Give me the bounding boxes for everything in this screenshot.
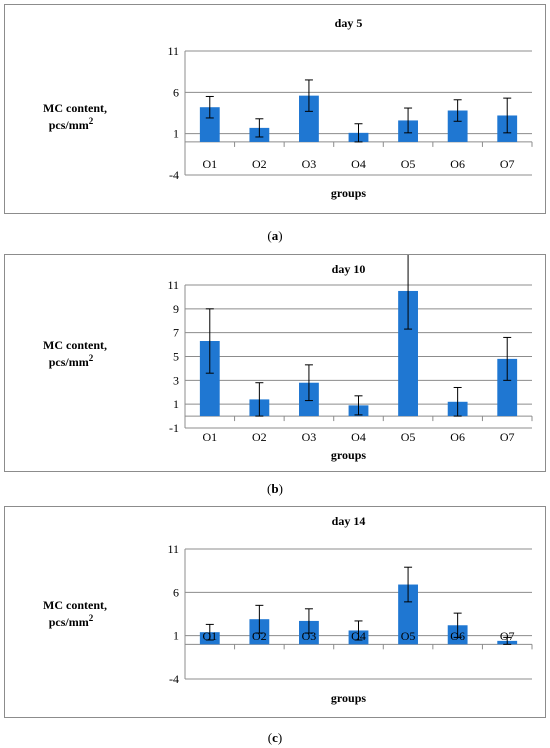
- error-bar-o5: [404, 566, 413, 603]
- y-axis-label-line2: pcs/mm2: [49, 353, 94, 369]
- category-label: O3: [302, 629, 317, 643]
- category-label: O6: [450, 157, 465, 171]
- chart-b: day 10 MC content,pcs/mm2 -1 1 3 5 7 9 11 O1 O2 O3 O…: [43, 252, 533, 462]
- error-bar-o4: [354, 620, 363, 641]
- y-tick-label: 11: [167, 44, 179, 58]
- category-label: O4: [351, 157, 366, 171]
- chart-title: day 10: [332, 262, 366, 276]
- category-label: O1: [202, 629, 217, 643]
- category-label: O2: [252, 430, 267, 444]
- error-bar-o2: [255, 382, 264, 417]
- category-label: O2: [252, 629, 267, 643]
- error-bar-o4: [354, 123, 363, 143]
- bar-o3: [299, 95, 319, 142]
- category-label: O1: [202, 157, 217, 171]
- error-bar-o7: [503, 636, 512, 645]
- caption-a: (a): [267, 228, 283, 243]
- error-bar-o1: [205, 95, 214, 119]
- y-axis-label-line1: MC content,: [43, 338, 107, 352]
- y-tick-label: 3: [173, 373, 179, 387]
- x-axis-label: groups: [331, 691, 366, 705]
- y-tick-label: 1: [173, 127, 179, 141]
- category-label: O6: [450, 430, 465, 444]
- chart-c: day 14 MC content,pcs/mm2 -4 1 6 11 O1 O2 O3 O4 O5…: [43, 514, 533, 705]
- chart-title: day 5: [335, 16, 363, 30]
- bar-o5: [398, 584, 418, 645]
- caption-b: (b): [267, 481, 283, 496]
- bar-o5: [398, 290, 418, 417]
- y-tick-label: -4: [169, 672, 179, 686]
- category-label: O3: [302, 157, 317, 171]
- chart-panel-b: day 10 MC content, pcs/mm2 -1 1 3 5 7 9 11 O1 O2 O3 O…: [4, 252, 546, 472]
- error-bar-o7: [503, 97, 512, 134]
- category-label: O5: [401, 157, 416, 171]
- y-tick-label: 11: [167, 278, 179, 292]
- error-bar-o4: [354, 395, 363, 416]
- chart-panel-a: day 5 MC content, pcs/mm2 -4 1 6 11 O1 O2 O3 O4 O5 O…: [4, 4, 546, 214]
- category-label: O7: [500, 629, 515, 643]
- x-axis-label: groups: [331, 448, 366, 462]
- category-label: O5: [401, 629, 416, 643]
- category-label: O1: [202, 430, 217, 444]
- caption-c: (c): [267, 730, 283, 745]
- category-label: O7: [500, 430, 515, 444]
- y-tick-label: -4: [169, 168, 179, 182]
- category-label: O4: [351, 629, 366, 643]
- y-tick-label: 9: [173, 302, 179, 316]
- y-tick-label: 6: [173, 85, 179, 99]
- chart-a: day 5 MC content,pcs/mm2 -4 1 6 11 O1 O2 O3 O4 O5 O…: [43, 16, 533, 200]
- error-bar-o1: [205, 308, 214, 374]
- error-bar-o7: [503, 336, 512, 381]
- error-bar-o3: [304, 364, 313, 402]
- y-tick-label: 1: [173, 397, 179, 411]
- bar-o1: [199, 107, 220, 142]
- error-bar-o2: [255, 118, 264, 138]
- bar-o7: [497, 358, 518, 417]
- category-label: O7: [500, 157, 515, 171]
- y-tick-label: -1: [169, 421, 179, 435]
- error-bar-o6: [453, 386, 462, 417]
- error-bar-o2: [255, 604, 264, 634]
- chart-panel-c: day 14 MC content, pcs/mm2 -4 1 6 11 O1 O2 O3 O4 O5…: [4, 506, 546, 718]
- error-bar-o6: [453, 612, 462, 638]
- error-bar-o5: [404, 107, 413, 134]
- bar-o6: [447, 110, 468, 142]
- y-axis-label-line1: MC content,: [43, 101, 107, 115]
- category-label: O3: [302, 430, 317, 444]
- category-label: O4: [351, 430, 366, 444]
- y-axis-label-line2: pcs/mm2: [49, 116, 94, 132]
- error-bar-o3: [304, 608, 313, 634]
- bar-o1: [199, 341, 220, 417]
- y-tick-label: 1: [173, 629, 179, 643]
- y-axis-label-line2: pcs/mm2: [49, 613, 94, 629]
- category-label: O5: [401, 430, 416, 444]
- category-label: O6: [450, 629, 465, 643]
- error-bar-o1: [205, 623, 214, 641]
- y-tick-label: 5: [173, 350, 179, 364]
- x-axis-label: groups: [331, 186, 366, 200]
- y-tick-label: 7: [173, 326, 179, 340]
- error-bar-o3: [304, 79, 313, 112]
- y-tick-label: 6: [173, 585, 179, 599]
- chart-title: day 14: [332, 514, 366, 528]
- y-axis-label-line1: MC content,: [43, 598, 107, 612]
- error-bar-o6: [453, 99, 462, 122]
- category-label: O2: [252, 157, 267, 171]
- y-tick-label: 11: [167, 542, 179, 556]
